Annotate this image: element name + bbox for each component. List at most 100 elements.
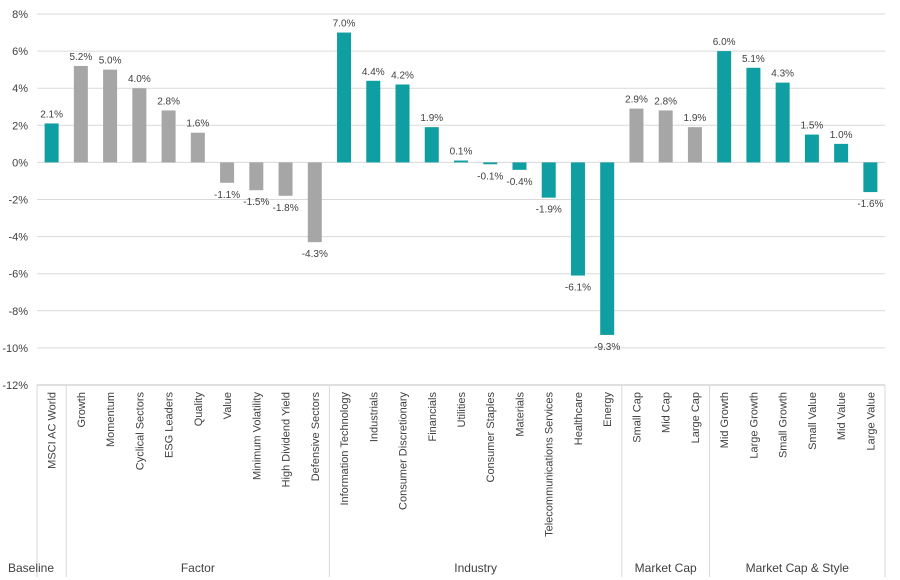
data-label: -1.8% xyxy=(272,203,298,214)
bar xyxy=(834,143,849,163)
y-axis-tick-labels: -12% -10% -8% -6% -4% -2% 0% 2% 4% 6% 8% xyxy=(2,9,28,392)
data-label: -0.1% xyxy=(477,171,503,182)
category-label: Energy xyxy=(602,392,614,427)
category-label: Mid Growth xyxy=(719,392,731,448)
group-label: Market Cap & Style xyxy=(746,561,850,575)
category-label: Industrials xyxy=(368,392,380,443)
bar xyxy=(658,110,673,163)
category-label: Information Technology xyxy=(339,392,351,506)
data-label: 2.1% xyxy=(40,109,63,120)
bar xyxy=(73,65,88,163)
category-label: Financials xyxy=(427,392,439,442)
bar xyxy=(249,162,264,191)
y-tick-label: 8% xyxy=(12,9,28,21)
data-label: -9.3% xyxy=(594,342,620,353)
category-label: Defensive Sectors xyxy=(310,392,322,482)
data-label: 4.0% xyxy=(128,74,151,85)
data-label: 7.0% xyxy=(333,19,356,30)
bar xyxy=(541,162,556,198)
bar xyxy=(44,123,59,163)
data-label: 4.3% xyxy=(771,69,794,80)
category-label: Materials xyxy=(514,392,526,437)
bar xyxy=(717,51,732,163)
category-label: Small Value xyxy=(807,392,819,450)
gridlines xyxy=(37,13,885,386)
data-label: 2.9% xyxy=(625,95,648,106)
data-label: -1.6% xyxy=(857,199,883,210)
data-label: 0.1% xyxy=(450,147,473,158)
bar xyxy=(570,162,585,276)
category-label: Cyclical Sectors xyxy=(134,392,146,471)
bar xyxy=(746,67,761,163)
category-label: Growth xyxy=(76,392,88,427)
category-label: MSCI AC World xyxy=(47,392,59,469)
category-label: Large Value xyxy=(865,392,877,451)
bar xyxy=(337,32,352,163)
category-label: Consumer Discretionary xyxy=(398,392,410,510)
data-label: 1.9% xyxy=(420,113,443,124)
category-label: Small Growth xyxy=(778,392,790,458)
category-tick-labels: MSCI AC World Growth Momentum Cyclical Sect… xyxy=(47,392,878,537)
y-tick-label: -2% xyxy=(8,195,28,207)
data-label: 4.2% xyxy=(391,70,414,81)
bar xyxy=(278,162,293,196)
category-label: Healthcare xyxy=(573,392,585,445)
y-tick-label: 2% xyxy=(12,120,28,132)
bar xyxy=(220,162,235,183)
category-label: ESG Leaders xyxy=(164,392,176,459)
group-label: Factor xyxy=(181,561,215,575)
y-tick-label: 6% xyxy=(12,46,28,58)
category-label: Large Cap xyxy=(690,392,702,443)
data-label: -1.1% xyxy=(214,190,240,201)
data-label: -6.1% xyxy=(565,283,591,294)
bar xyxy=(190,132,205,163)
y-tick-label: -10% xyxy=(2,343,28,355)
bar xyxy=(629,108,644,163)
y-tick-label: 4% xyxy=(12,83,28,95)
data-label: -1.9% xyxy=(536,205,562,216)
category-label: Value xyxy=(222,392,234,419)
bar xyxy=(804,134,819,163)
group-label: Baseline xyxy=(8,561,54,575)
data-label: 2.8% xyxy=(654,96,677,107)
data-label: 1.0% xyxy=(830,130,853,141)
bar xyxy=(132,88,147,163)
bars xyxy=(44,32,878,335)
data-labels: 2.1% 5.2% 5.0% 4.0% 2.8% 1.6% -1.1%-1.5%-1.8% -… xyxy=(40,19,883,353)
category-label: Telecommunications Services xyxy=(544,392,556,537)
category-label: Minimum Volatility xyxy=(251,392,263,481)
bar xyxy=(103,69,118,163)
data-label: 1.6% xyxy=(186,119,209,130)
y-tick-label: -8% xyxy=(8,306,28,318)
bar xyxy=(307,162,322,243)
data-label: 1.5% xyxy=(800,121,823,132)
group-labels: Baseline Factor Industry Market Cap Market C… xyxy=(8,561,849,575)
bar xyxy=(161,110,176,163)
bar xyxy=(424,127,439,163)
bar xyxy=(483,162,498,165)
data-label: -0.4% xyxy=(506,177,532,188)
bar xyxy=(687,127,702,163)
data-label: 4.4% xyxy=(362,67,385,78)
y-tick-label: -6% xyxy=(8,269,28,281)
data-label: 1.9% xyxy=(684,113,707,124)
data-label: -4.3% xyxy=(302,249,328,260)
category-label: Mid Value xyxy=(836,392,848,440)
bar xyxy=(775,82,790,163)
category-label: Momentum xyxy=(105,392,117,447)
category-axis xyxy=(36,384,886,577)
y-tick-label: -4% xyxy=(8,232,28,244)
bar xyxy=(366,80,381,163)
category-label: Large Growth xyxy=(748,392,760,459)
group-label: Market Cap xyxy=(635,561,697,575)
category-label: Quality xyxy=(193,392,205,427)
bar xyxy=(395,84,410,163)
bar xyxy=(454,160,468,163)
group-label: Industry xyxy=(454,561,497,575)
data-label: 2.8% xyxy=(157,96,180,107)
data-label: 5.2% xyxy=(69,52,92,63)
data-label: -1.5% xyxy=(243,197,269,208)
data-label: 5.0% xyxy=(99,56,122,67)
category-label: Utilities xyxy=(456,392,468,428)
